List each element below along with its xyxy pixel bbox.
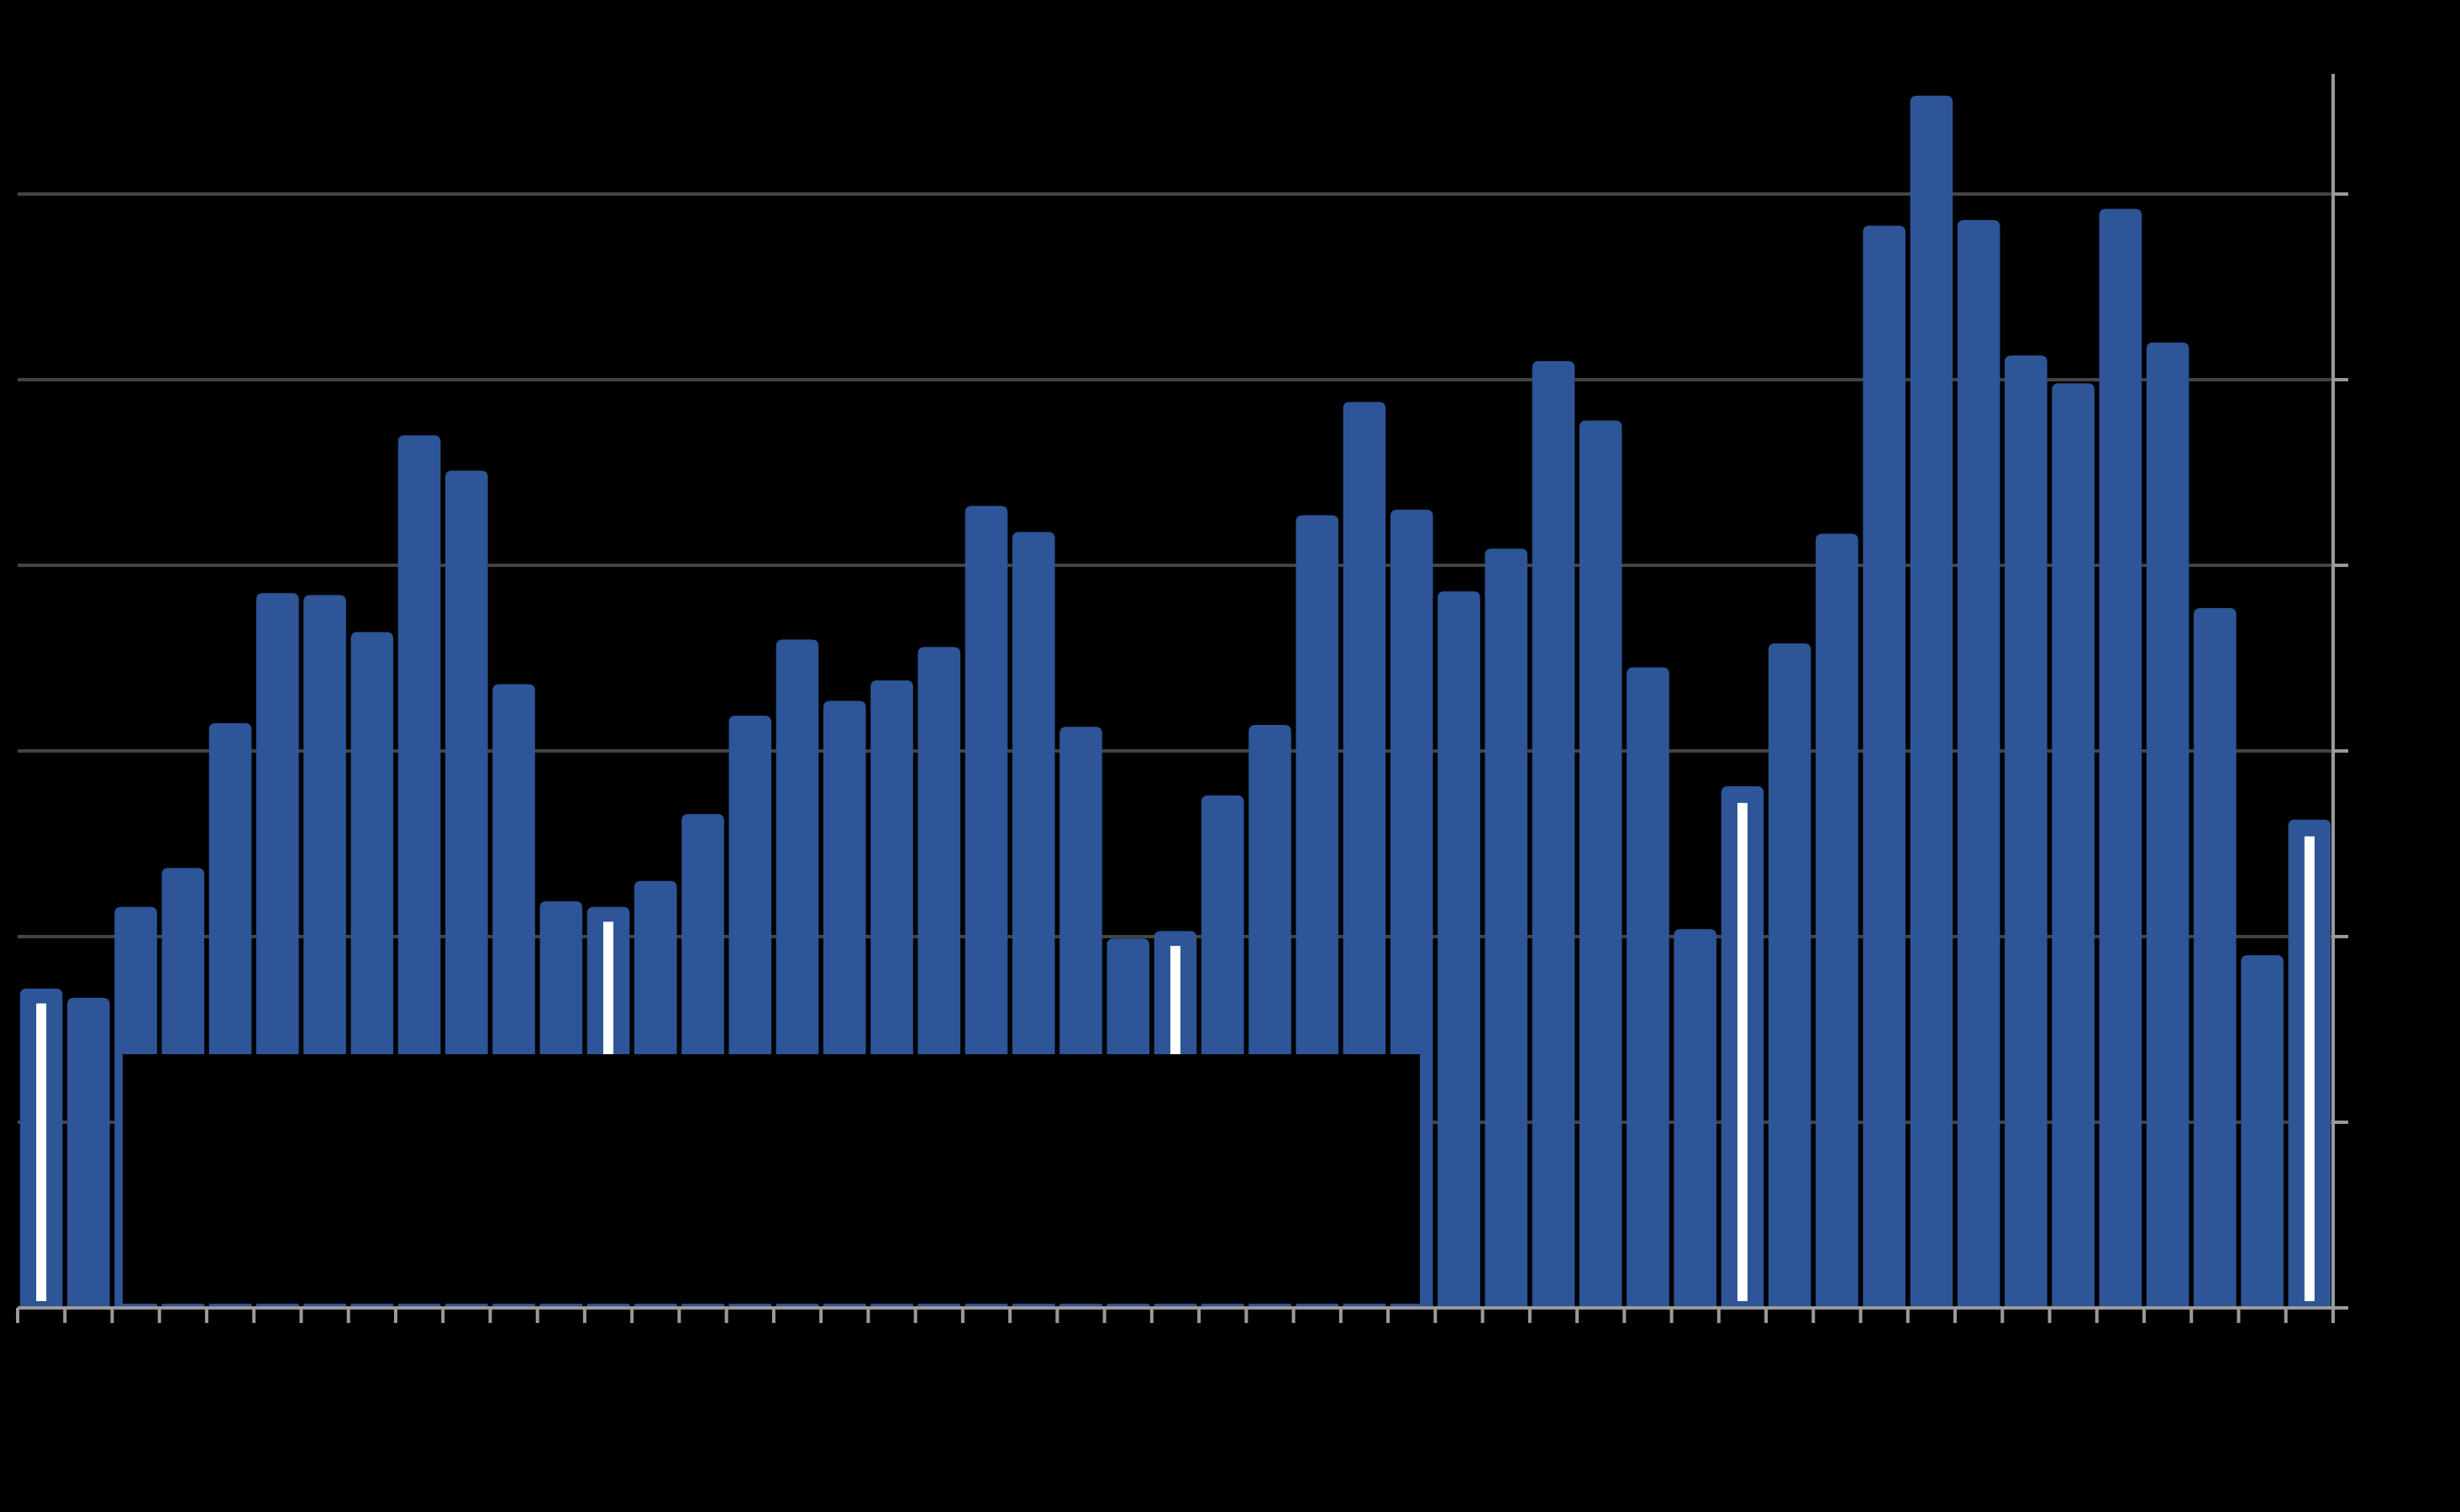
bar	[1579, 420, 1622, 1308]
bar	[1674, 929, 1717, 1308]
bar	[2005, 355, 2047, 1308]
bar	[1910, 95, 1953, 1309]
marker-line	[1737, 802, 1748, 1301]
bar	[67, 997, 110, 1308]
axes	[16, 74, 2348, 1323]
bar	[2052, 383, 2095, 1308]
bar	[1532, 360, 1575, 1308]
bar	[2099, 208, 2142, 1309]
bar	[1768, 643, 1811, 1308]
bar	[1438, 591, 1480, 1308]
bar	[1957, 219, 2000, 1309]
bar	[2194, 607, 2237, 1308]
bar	[1863, 225, 1905, 1308]
marker-line	[36, 1003, 47, 1301]
marker-line	[2304, 836, 2315, 1301]
bar	[1816, 533, 1858, 1308]
bar	[1627, 667, 1669, 1308]
bar	[2146, 342, 2189, 1308]
bar	[1485, 549, 1528, 1308]
legend-overlay-box	[123, 1054, 1420, 1304]
bar	[2241, 955, 2284, 1308]
